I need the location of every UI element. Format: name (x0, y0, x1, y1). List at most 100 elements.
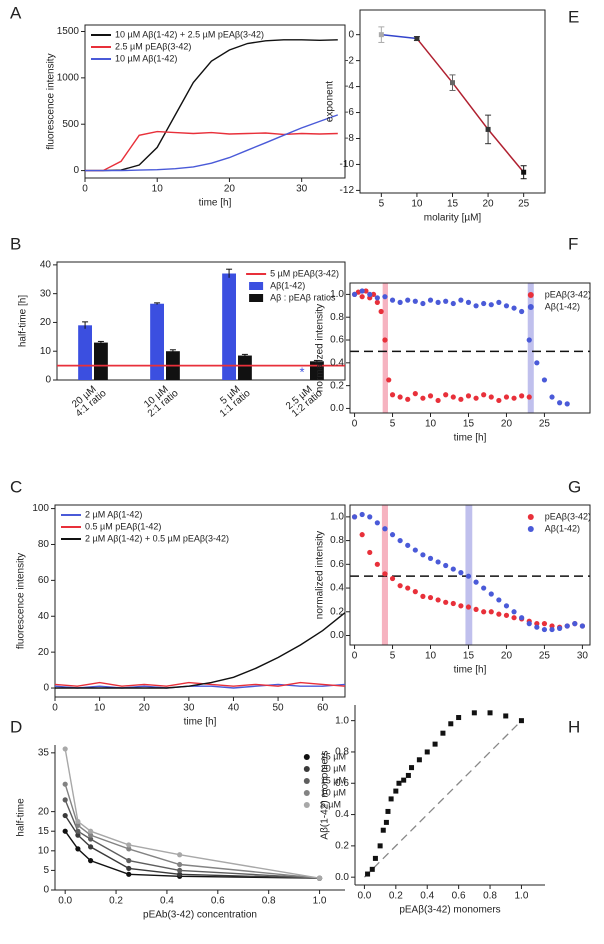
legend-label: 2 µM Aβ(1-42) (85, 509, 142, 519)
legend-swatch (249, 294, 264, 302)
data-point (473, 395, 479, 401)
y-tick-label: 500 (62, 119, 79, 130)
data-point (359, 532, 365, 538)
data-point (405, 585, 411, 591)
data-point (416, 757, 422, 763)
data-point (549, 626, 555, 633)
y-tick-label: 0.4 (335, 809, 349, 820)
data-point (412, 298, 418, 304)
data-point (88, 832, 94, 838)
data-point (450, 80, 455, 86)
data-point (503, 603, 510, 609)
data-point (177, 867, 183, 874)
data-point (450, 300, 456, 307)
y-tick-label: 0 (45, 375, 51, 386)
data-point (359, 288, 365, 294)
x-tick-label: 25 (539, 419, 551, 430)
legend-swatch (527, 304, 534, 310)
data-point (435, 299, 441, 305)
y-tick-label: -10 (340, 159, 355, 170)
x-tick-label: 10 (425, 651, 437, 662)
data-point (511, 609, 517, 615)
x-tick-label: 20 (501, 651, 513, 662)
data-point (448, 721, 454, 727)
data-point (359, 294, 365, 300)
legend-label: 0.5 µM pEAβ(1-42) (85, 521, 161, 531)
y-tick-label: 0.6 (330, 335, 344, 346)
data-point (557, 400, 563, 406)
data-point (521, 169, 527, 175)
data-point (427, 594, 434, 601)
x-tick-label: 20 (483, 199, 495, 210)
data-point (557, 625, 563, 631)
y-tick-label: -8 (345, 133, 354, 144)
data-point (88, 844, 94, 850)
panel-letter: A (10, 3, 22, 22)
data-point (126, 865, 132, 872)
panel-letter: E (568, 7, 579, 26)
y-tick-label: 0.8 (335, 747, 349, 758)
data-point (503, 612, 510, 618)
data-point (534, 621, 540, 627)
band (382, 283, 388, 413)
legend-label: 10 µM Aβ(1-42) (115, 53, 177, 63)
data-point (458, 570, 464, 576)
panel-letter: D (10, 717, 22, 736)
y-tick-label: 0 (43, 885, 49, 896)
y-axis-label: half-time (16, 798, 27, 837)
x-tick-label: 0.6 (211, 896, 225, 907)
data-point (549, 394, 555, 400)
x-tick-label: 25 (539, 651, 551, 662)
x-tick-label: 20 (501, 419, 513, 430)
data-point (526, 337, 532, 343)
data-point (432, 741, 438, 747)
data-point (75, 832, 81, 838)
line-segment (381, 33, 418, 40)
data-point (465, 573, 472, 579)
data-point (382, 294, 388, 300)
data-point (450, 394, 456, 400)
data-point (503, 303, 510, 309)
data-point (435, 597, 441, 603)
y-tick-label: 100 (32, 503, 49, 514)
data-point (386, 377, 392, 383)
data-point (351, 514, 358, 520)
data-point (541, 626, 548, 633)
data-point (62, 797, 68, 803)
data-point (443, 562, 449, 569)
legend: pEAβ(3-42) Aβ(1-42) (527, 289, 591, 311)
bar (78, 325, 92, 380)
y-tick-label: 40 (40, 260, 52, 271)
legend-label: pEAβ(3-42) (545, 511, 591, 521)
panel-letter: B (10, 234, 21, 253)
data-point (380, 827, 386, 833)
data-point (496, 299, 502, 305)
y-tick-label: 0.6 (330, 559, 344, 570)
panel-0: A 0 500 1000 1500 0 10 20 30 time [h] fluorescence… (10, 3, 346, 209)
legend-label: 5 µM (321, 799, 341, 809)
x-tick-label: 0.4 (160, 896, 174, 907)
legend-label: 20 µM (321, 763, 346, 773)
series-line (54, 683, 346, 689)
data-point (374, 520, 380, 526)
legend: 5 µM pEAβ(3-42) Aβ(1-42) Aβ : pEAβ ratios (246, 268, 339, 302)
x-axis-label: time [h] (199, 198, 232, 209)
series-line (64, 830, 320, 879)
data-point (62, 781, 68, 787)
data-point (397, 299, 403, 305)
legend-label: 10 µM (321, 787, 346, 797)
line-segment (451, 82, 489, 130)
y-tick-label: 20 (40, 317, 52, 328)
legend: 25 µM 20 µM 15 µM 10 µM 5 µM (303, 751, 346, 809)
data-point (473, 303, 479, 309)
x-tick-label: 60 (317, 703, 329, 714)
series-line (64, 783, 320, 879)
legend-label: 25 µM (321, 751, 346, 761)
x-axis-label: time [h] (454, 665, 487, 676)
bar (238, 355, 252, 380)
x-tick-label: 30 (296, 184, 308, 195)
data-point (487, 710, 493, 716)
data-point (488, 591, 494, 597)
data-point (75, 846, 81, 852)
legend-swatch (527, 526, 534, 532)
